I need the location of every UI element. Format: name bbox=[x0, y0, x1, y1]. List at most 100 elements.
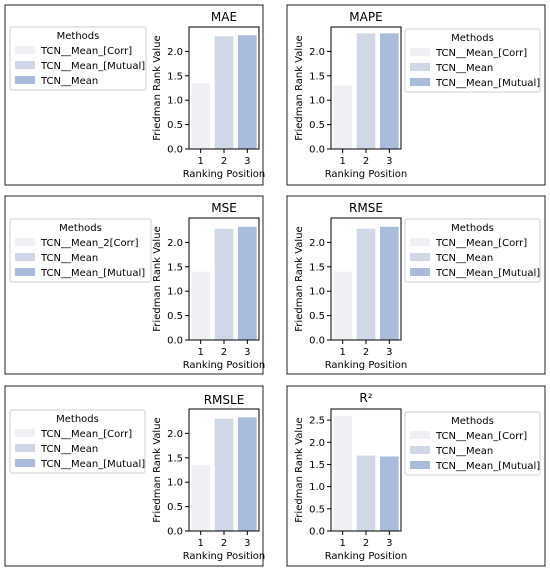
y-tick-label: 1.0 bbox=[167, 478, 183, 489]
y-axis-label: Friedman Rank Value bbox=[152, 226, 163, 331]
legend-frame bbox=[404, 411, 541, 476]
y-tick-label: 1.0 bbox=[309, 96, 325, 107]
x-tick-label: 3 bbox=[244, 538, 250, 549]
y-tick-label: 0.0 bbox=[167, 527, 183, 538]
y-tick-label: 0.0 bbox=[309, 145, 325, 156]
chart-title: MAE bbox=[211, 10, 237, 24]
legend-swatch bbox=[410, 431, 430, 439]
y-tick-label: 2.5 bbox=[309, 416, 325, 427]
chart-panel-4: RMSE 0.0 0.5 1.0 1.5 2.0 1 2 3 Ranking Position Fr… bbox=[286, 195, 546, 375]
legend-entry: TCN__Mean_[Mutual] bbox=[40, 459, 145, 470]
chart-title: MSE bbox=[211, 201, 237, 215]
legend-frame bbox=[9, 218, 152, 283]
y-axis-label: Friedman Rank Value bbox=[152, 417, 163, 522]
x-tick-label: 2 bbox=[221, 156, 227, 167]
legend-title: Methods bbox=[57, 31, 100, 42]
legend-title: Methods bbox=[451, 33, 494, 44]
y-tick-label: 0.0 bbox=[309, 336, 325, 347]
y-tick-label: 2.0 bbox=[309, 47, 325, 58]
legend: Methods TCN__Mean_[Corr] TCN__Mean TCN__Mea… bbox=[404, 218, 541, 283]
chart-title: R² bbox=[359, 391, 372, 405]
legend-entry: TCN__Mean bbox=[40, 76, 98, 87]
legend-swatch bbox=[15, 238, 35, 246]
x-tick-label: 2 bbox=[363, 347, 369, 358]
y-axis-label: Friedman Rank Value bbox=[152, 35, 163, 140]
legend-swatch bbox=[15, 76, 35, 84]
chart-panel-3: MSE 0.0 0.5 1.0 1.5 2.0 1 2 3 Ranking Position Fri… bbox=[4, 195, 266, 375]
legend-swatch bbox=[15, 268, 35, 276]
x-tick-label: 1 bbox=[339, 156, 345, 167]
legend-entry: TCN__Mean_[Corr] bbox=[40, 46, 132, 57]
y-axis-label: Friedman Rank Value bbox=[294, 417, 305, 522]
legend-frame bbox=[9, 26, 147, 91]
y-tick-label: 0.5 bbox=[167, 502, 183, 513]
legend-title: Methods bbox=[59, 223, 102, 234]
legend: Methods TCN__Mean_[Corr] TCN__Mean TCN__Mea… bbox=[9, 409, 146, 474]
x-tick-label: 1 bbox=[339, 347, 345, 358]
legend-swatch bbox=[410, 253, 430, 261]
x-tick-label: 2 bbox=[363, 156, 369, 167]
chart-panel-5: RMSLE 0.0 0.5 1.0 1.5 2.0 1 2 3 Ranking Position F… bbox=[4, 385, 265, 567]
y-tick-label: 1.5 bbox=[167, 453, 183, 464]
y-tick-label: 1.5 bbox=[309, 460, 325, 471]
legend-entry: TCN__Mean_[Mutual] bbox=[40, 61, 145, 72]
x-axis-label: Ranking Position bbox=[325, 169, 408, 180]
y-tick-label: 1.0 bbox=[167, 287, 183, 298]
x-tick-label: 3 bbox=[386, 156, 392, 167]
bar-rank-3 bbox=[238, 417, 257, 531]
legend-title: Methods bbox=[451, 223, 494, 234]
bar-rank-2 bbox=[214, 36, 234, 149]
y-tick-label: 0.5 bbox=[309, 504, 325, 515]
legend-swatch bbox=[15, 429, 35, 437]
legend: Methods TCN__Mean_[Corr] TCN__Mean TCN__Mea… bbox=[404, 411, 541, 476]
legend-entry: TCN__Mean_[Mutual] bbox=[435, 461, 540, 472]
bar-rank-3 bbox=[238, 35, 257, 149]
legend-entry: TCN__Mean_[Mutual] bbox=[435, 78, 540, 89]
bar-rank-1 bbox=[333, 415, 352, 531]
y-tick-label: 0.0 bbox=[167, 145, 183, 156]
bar-rank-2 bbox=[356, 33, 376, 149]
chart-title: RMSLE bbox=[204, 393, 245, 407]
bar-rank-1 bbox=[333, 85, 352, 149]
bar-rank-1 bbox=[191, 271, 210, 340]
y-tick-label: 0.5 bbox=[309, 120, 325, 131]
legend-swatch bbox=[410, 268, 430, 276]
bar-rank-3 bbox=[380, 33, 399, 149]
x-tick-label: 1 bbox=[339, 538, 345, 549]
y-tick-label: 1.5 bbox=[167, 71, 183, 82]
legend-entry: TCN__Mean_2[Corr] bbox=[40, 238, 139, 249]
bar-rank-1 bbox=[191, 83, 210, 149]
bar-rank-3 bbox=[380, 226, 399, 340]
legend-swatch bbox=[410, 78, 430, 86]
bar-rank-2 bbox=[214, 418, 234, 531]
legend-swatch bbox=[15, 46, 35, 54]
y-tick-label: 1.5 bbox=[309, 262, 325, 273]
legend-entry: TCN__Mean_[Mutual] bbox=[40, 268, 145, 279]
legend-frame bbox=[9, 409, 146, 474]
y-tick-label: 2.0 bbox=[167, 47, 183, 58]
x-axis-label: Ranking Position bbox=[183, 169, 266, 180]
y-tick-label: 2.0 bbox=[309, 438, 325, 449]
legend-swatch bbox=[410, 63, 430, 71]
legend-swatch bbox=[15, 61, 35, 69]
chart-panel-1: MAE 0.0 0.5 1.0 1.5 2.0 1 2 3 Ranking Position Fri… bbox=[4, 4, 266, 186]
legend-swatch bbox=[410, 446, 430, 454]
x-tick-label: 1 bbox=[197, 156, 203, 167]
legend-swatch bbox=[410, 48, 430, 56]
legend-entry: TCN__Mean bbox=[435, 253, 493, 264]
y-tick-label: 0.0 bbox=[309, 527, 325, 538]
legend-entry: TCN__Mean bbox=[40, 253, 98, 264]
legend-swatch bbox=[15, 253, 35, 261]
x-tick-label: 2 bbox=[363, 538, 369, 549]
x-tick-label: 3 bbox=[244, 347, 250, 358]
legend-entry: TCN__Mean_[Corr] bbox=[435, 238, 527, 249]
y-axis-label: Friedman Rank Value bbox=[294, 35, 305, 140]
y-tick-label: 0.5 bbox=[309, 311, 325, 322]
bar-rank-2 bbox=[214, 228, 234, 340]
chart-title: MAPE bbox=[349, 10, 382, 24]
chart-title: RMSE bbox=[349, 201, 383, 215]
legend-entry: TCN__Mean bbox=[40, 444, 98, 455]
legend-title: Methods bbox=[56, 414, 99, 425]
x-axis-label: Ranking Position bbox=[183, 360, 266, 371]
